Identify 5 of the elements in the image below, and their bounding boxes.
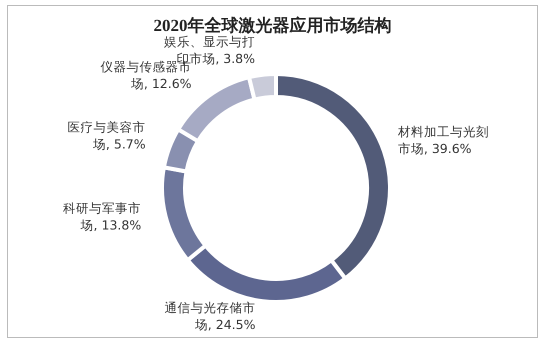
slice-label: 科研与军事市场, 13.8% (63, 200, 142, 232)
chart-title: 2020年全球激光器应用市场结构 (152, 15, 392, 36)
slice-label: 材料加工与光刻市场, 39.6% (396, 124, 489, 156)
slice-label: 医疗与美容市场, 5.7% (68, 120, 146, 152)
slice-label: 通信与光存储市场, 24.5% (164, 300, 256, 332)
